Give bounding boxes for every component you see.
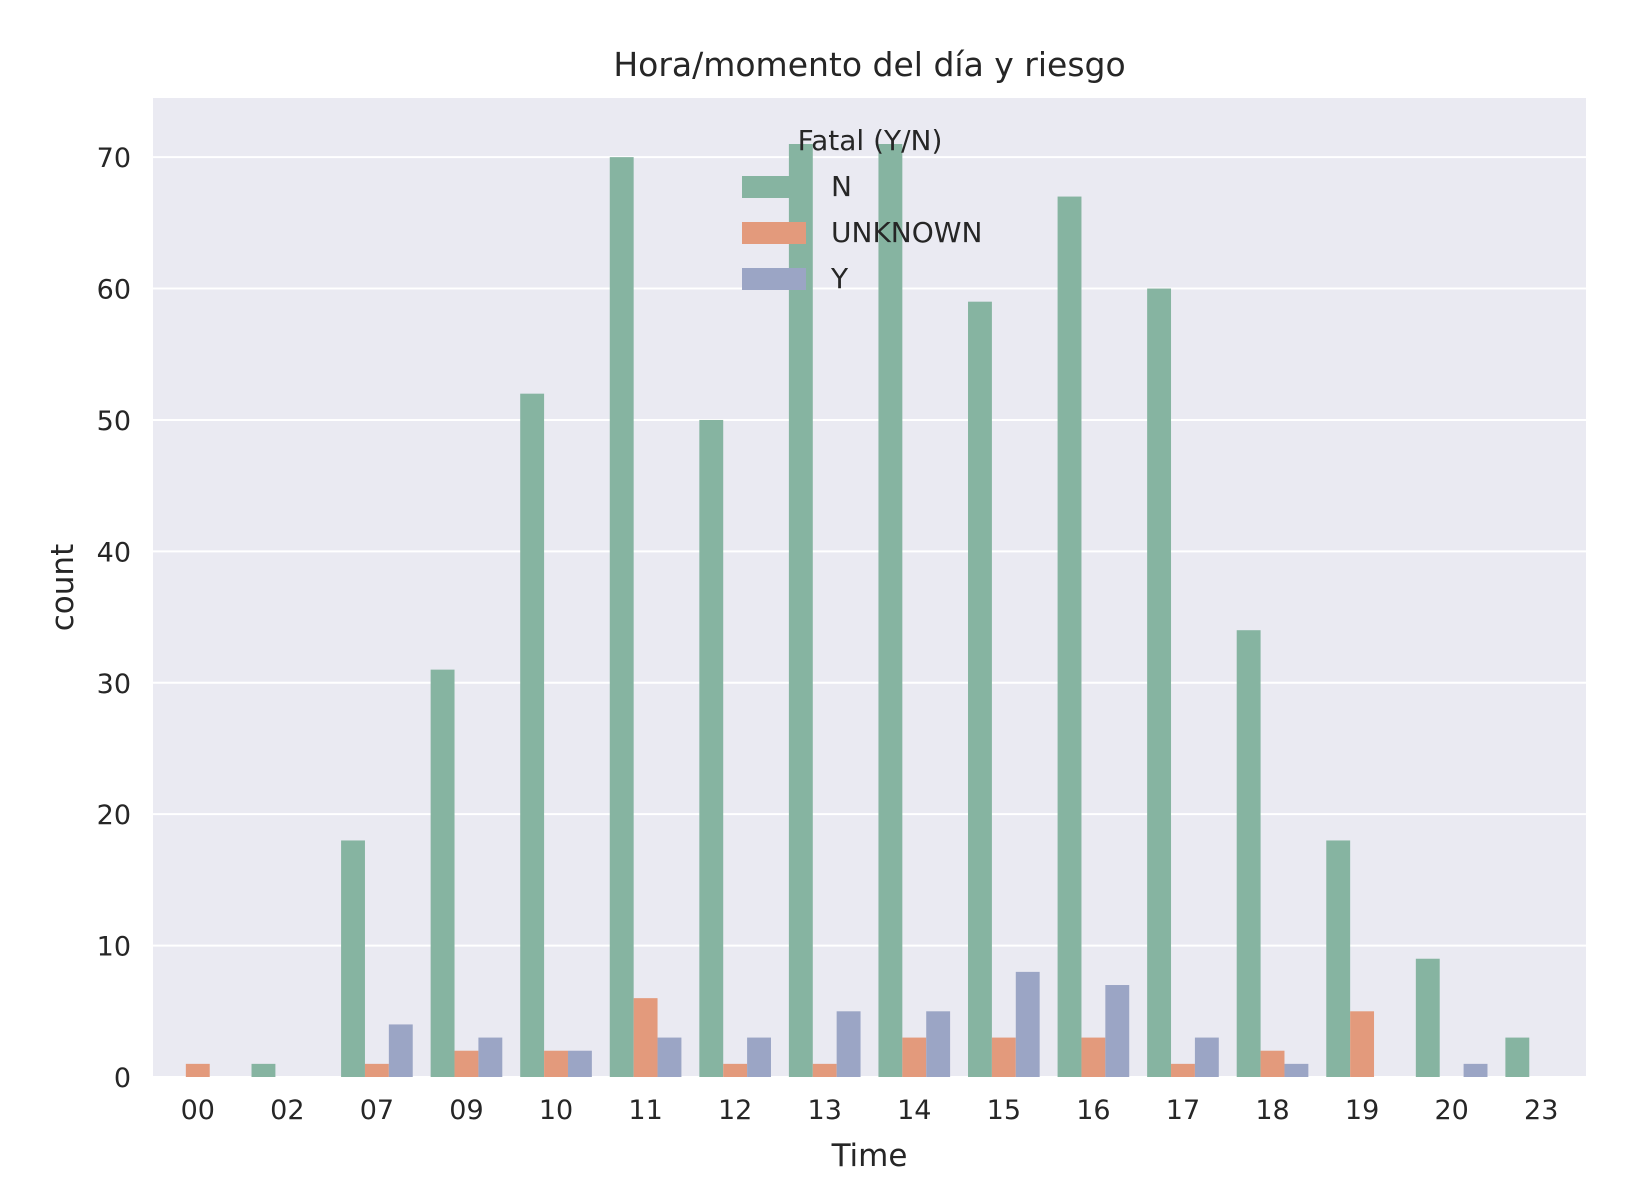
bar-n-02: [251, 1063, 276, 1077]
y-tick-label: 70: [97, 143, 131, 174]
y-tick-label: 30: [97, 669, 131, 700]
bar-unknown-10: [544, 1050, 568, 1077]
bar-y-12: [747, 1037, 771, 1077]
bar-n-10: [520, 393, 545, 1077]
legend-label-y: Y: [830, 262, 849, 295]
bar-unknown-18: [1260, 1050, 1285, 1077]
y-tick-label: 60: [97, 275, 131, 306]
x-tick-label: 09: [449, 1095, 483, 1126]
legend-label-n: N: [831, 170, 852, 203]
bar-unknown-07: [364, 1063, 389, 1077]
bar-unknown-17: [1171, 1063, 1195, 1077]
bar-y-07: [388, 1024, 413, 1077]
bar-unknown-12: [723, 1063, 748, 1077]
x-tick-label: 11: [628, 1095, 662, 1126]
bar-n-16: [1057, 196, 1082, 1077]
bar-n-20: [1415, 958, 1440, 1077]
bar-y-17: [1194, 1037, 1219, 1077]
bar-y-14: [926, 1011, 951, 1077]
x-tick-label: 17: [1166, 1095, 1200, 1126]
bar-unknown-13: [812, 1063, 837, 1077]
y-tick-label: 40: [97, 537, 131, 568]
bar-y-20: [1463, 1063, 1488, 1077]
bar-unknown-19: [1350, 1011, 1375, 1077]
bar-unknown-00: [185, 1063, 210, 1077]
y-axis-label: count: [45, 544, 81, 631]
bar-y-13: [836, 1011, 861, 1077]
bar-n-19: [1326, 840, 1351, 1077]
legend-swatch-unknown: [742, 222, 806, 244]
bar-n-11: [609, 157, 634, 1078]
bar-unknown-15: [991, 1037, 1016, 1077]
x-tick-label: 14: [897, 1095, 931, 1126]
bar-n-14: [878, 143, 903, 1077]
y-tick-label: 50: [97, 406, 131, 437]
y-tick-label: 20: [97, 800, 131, 831]
x-axis-ticks: 00 02 07 09 10 11 12 13 14 15 16 17 18 19 20 23: [181, 1095, 1559, 1126]
x-tick-label: 19: [1345, 1095, 1379, 1126]
x-axis-label: Time: [831, 1138, 908, 1174]
bars: [185, 143, 1530, 1078]
legend: Fatal (Y/N) N UNKNOWN Y: [742, 124, 982, 295]
bar-unknown-14: [902, 1037, 927, 1077]
bar-n-15: [968, 301, 992, 1077]
y-tick-label: 10: [97, 932, 131, 963]
legend-swatch-y: [742, 268, 806, 290]
bar-y-16: [1105, 985, 1130, 1077]
x-tick-label: 15: [987, 1095, 1021, 1126]
legend-label-unknown: UNKNOWN: [831, 216, 982, 249]
bar-y-11: [657, 1037, 682, 1077]
x-tick-label: 02: [270, 1095, 304, 1126]
chart-title: Hora/momento del día y riesgo: [613, 45, 1125, 84]
bar-n-12: [699, 419, 724, 1078]
bar-y-15: [1015, 971, 1040, 1077]
bar-y-10: [567, 1050, 592, 1077]
x-tick-label: 16: [1076, 1095, 1110, 1126]
x-tick-label: 13: [808, 1095, 842, 1126]
x-tick-label: 10: [539, 1095, 573, 1126]
bar-unknown-11: [633, 998, 658, 1077]
bar-n-09: [430, 669, 455, 1077]
legend-swatch-n: [742, 176, 806, 198]
x-tick-label: 20: [1434, 1095, 1468, 1126]
y-tick-label: 0: [114, 1063, 131, 1094]
bar-y-18: [1284, 1063, 1309, 1077]
bar-n-13: [788, 143, 813, 1077]
x-tick-label: 00: [181, 1095, 215, 1126]
x-tick-label: 23: [1524, 1095, 1558, 1126]
bar-unknown-16: [1081, 1037, 1106, 1077]
bar-n-17: [1147, 288, 1172, 1078]
x-tick-label: 12: [718, 1095, 752, 1126]
legend-title: Fatal (Y/N): [798, 124, 943, 157]
y-axis-ticks: 0 10 20 30 40 50 60 70: [97, 143, 131, 1094]
bar-n-18: [1236, 630, 1261, 1077]
bar-n-23: [1505, 1037, 1530, 1077]
bar-n-07: [341, 840, 365, 1077]
bar-unknown-09: [454, 1050, 479, 1077]
x-tick-label: 18: [1255, 1095, 1289, 1126]
x-tick-label: 07: [360, 1095, 394, 1126]
bar-y-09: [478, 1037, 503, 1077]
